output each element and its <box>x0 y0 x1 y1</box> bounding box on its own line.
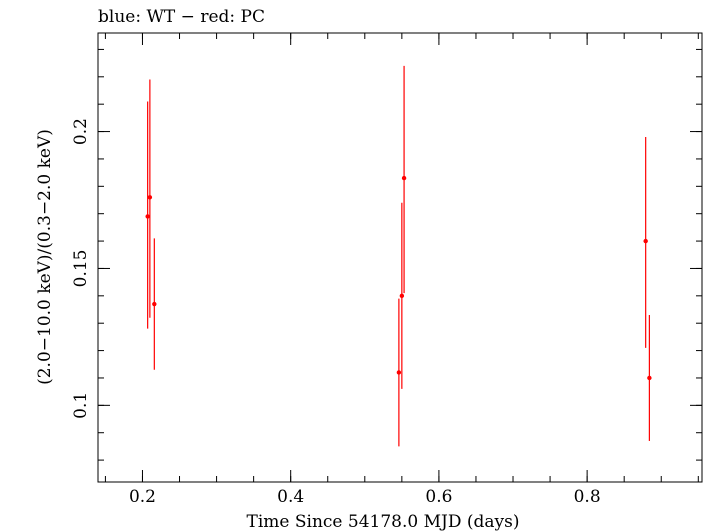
x-tick-label: 0.6 <box>425 487 452 507</box>
y-axis-label: (2.0−10.0 keV)/(0.3−2.0 keV) <box>35 129 55 385</box>
x-tick-label: 0.2 <box>129 487 156 507</box>
tick-labels: 0.2 0.4 0.6 0.8 0.1 0.15 0.2 <box>71 118 601 507</box>
y-tick-label: 0.15 <box>71 250 91 288</box>
data-point <box>396 370 402 375</box>
plot-frame <box>97 32 703 483</box>
chart-title: blue: WT − red: PC <box>98 7 265 27</box>
x-tick-label: 0.8 <box>574 487 601 507</box>
data-point <box>643 238 648 244</box>
y-tick-label: 0.2 <box>71 118 91 145</box>
data-point <box>647 375 652 381</box>
data-point <box>152 301 157 307</box>
data-point <box>145 214 150 219</box>
y-tick-label: 0.1 <box>71 392 91 419</box>
data-point <box>399 293 405 299</box>
x-tick-label: 0.4 <box>277 487 304 507</box>
data-point <box>401 175 407 181</box>
axis-ticks <box>98 33 702 482</box>
data-point <box>147 195 153 200</box>
x-axis-label: Time Since 54178.0 MJD (days) <box>247 512 520 532</box>
data-points <box>145 65 652 447</box>
